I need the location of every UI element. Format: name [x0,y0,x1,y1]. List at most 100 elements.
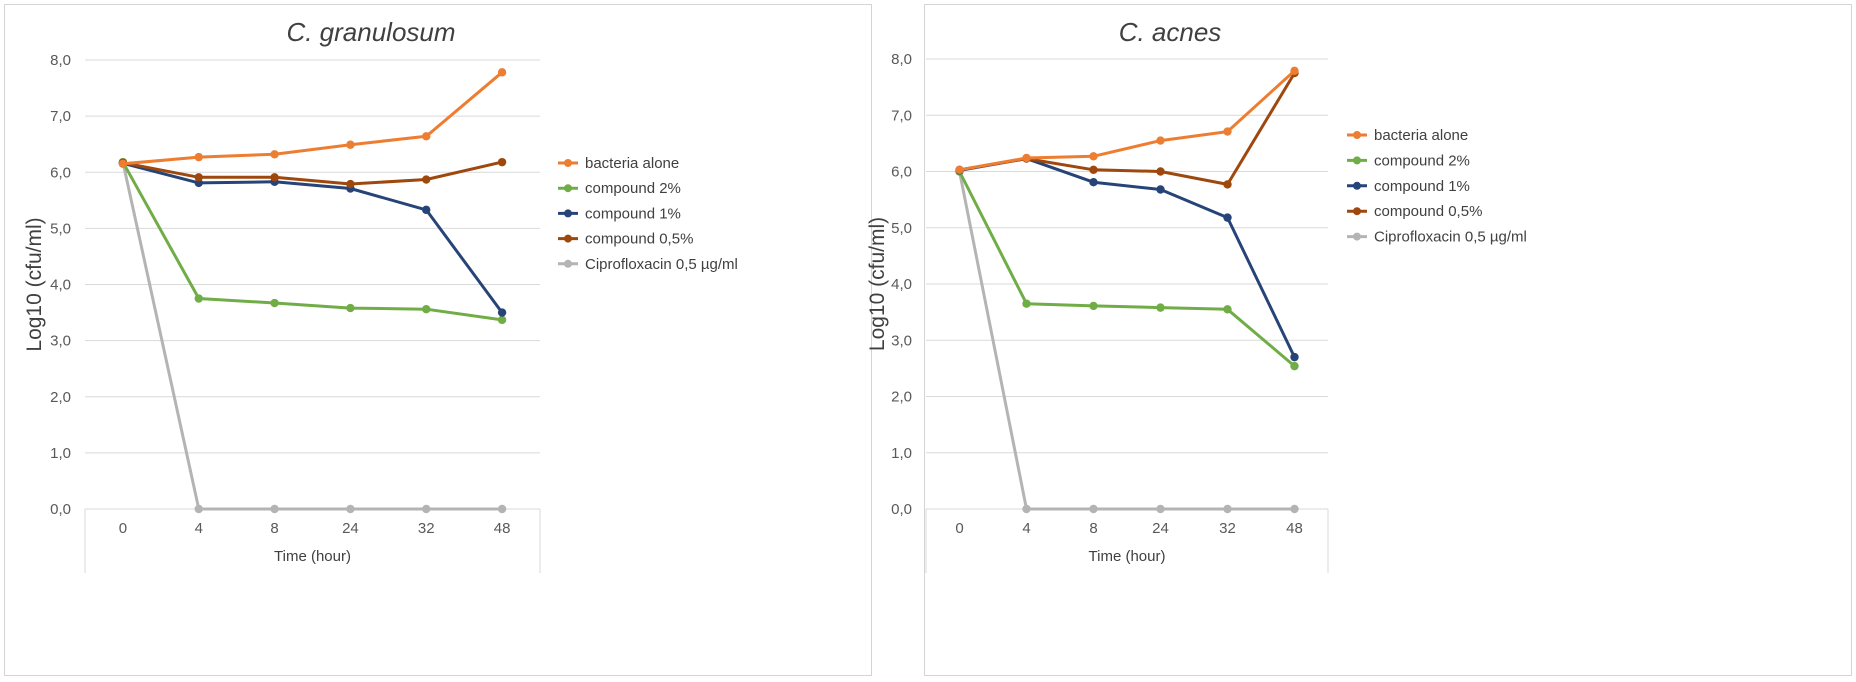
series-line [958,71,1296,186]
data-point [1156,167,1165,176]
chart-title: C. acnes [1119,17,1222,47]
series-line [121,70,504,166]
data-point [1089,177,1098,187]
y-tick-label: 8,0 [50,52,71,69]
data-point [1022,299,1031,308]
data-point [1290,66,1299,76]
y-tick-label: 5,0 [891,220,912,237]
legend-label: Ciprofloxacin 0,5 µg/ml [1374,229,1527,246]
data-point [422,132,431,141]
legend-marker [1353,181,1361,190]
legend-marker [1353,156,1361,165]
y-tick-label: 4,0 [891,276,912,293]
series-line [121,160,504,186]
chart-panel-granulosum: C. granulosum 0,0 1,0 2,0 3,0 4,0 5,0 6,0 7,0 8,0… [4,4,872,676]
series-line [121,161,504,315]
data-point [1022,504,1031,514]
data-point [1089,301,1098,311]
data-point [497,504,507,514]
y-tick-label: 0,0 [50,501,71,518]
x-tick-label: 0 [119,520,127,537]
legend-label: compound 2% [1374,152,1470,169]
data-point [270,150,279,159]
data-point [346,179,355,189]
y-tick-label: 3,0 [891,332,912,349]
y-axis-label: Log10 (cfu/ml) [23,217,46,351]
legend-label: Ciprofloxacin 0,5 µg/ml [585,256,738,273]
data-point [1223,127,1232,136]
x-tick-label: 32 [1219,520,1236,537]
data-point [1223,180,1232,189]
data-point [346,504,355,514]
data-point [1223,305,1232,314]
data-point [1156,303,1165,312]
data-point [1156,185,1165,194]
y-tick-label: 5,0 [50,220,71,237]
legend-label: compound 1% [1374,178,1470,195]
data-point [194,152,203,162]
y-tick-label: 2,0 [50,389,71,406]
data-point [1089,152,1098,161]
data-point [1223,504,1232,514]
series-line [958,170,1296,511]
x-axis-label: Time (hour) [274,548,351,565]
legend-label: compound 0,5% [1374,203,1482,220]
y-tick-label: 7,0 [891,107,912,124]
y-tick-label: 1,0 [50,445,71,462]
data-point [1223,213,1232,222]
data-point [118,159,128,169]
x-axis-label: Time (hour) [1089,548,1166,565]
series-line [121,160,504,511]
legend-marker [564,259,572,268]
data-point [270,504,279,514]
series-line [958,170,1296,368]
legend-marker [1353,207,1361,216]
legend-marker [564,184,572,193]
data-point [1290,361,1299,371]
data-point [346,303,355,313]
chart-granulosum: C. granulosum 0,0 1,0 2,0 3,0 4,0 5,0 6,0 7,0 8,0… [23,17,738,573]
data-point [1089,165,1098,175]
data-point [422,504,431,514]
y-tick-label: 6,0 [891,164,912,181]
x-tick-label: 0 [955,520,963,537]
x-tick-label: 48 [494,520,511,537]
legend-label: compound 1% [585,205,681,222]
x-tick-label: 48 [1286,520,1303,537]
data-point [194,173,203,182]
y-tick-label: 7,0 [50,108,71,125]
legend-marker [1353,232,1361,241]
data-point [270,173,279,182]
y-tick-label: 4,0 [50,277,71,294]
data-point [194,504,203,514]
y-tick-label: 2,0 [891,389,912,406]
series-line [958,69,1296,172]
data-point [1290,352,1299,362]
legend-marker [564,234,572,243]
series-line [121,160,504,322]
x-tick-label: 4 [1022,520,1030,537]
data-point [497,68,507,77]
legend-label: bacteria alone [1374,127,1468,144]
legend-marker [564,159,572,167]
legend-marker [1353,131,1361,139]
data-point [422,304,431,314]
x-tick-label: 32 [418,520,435,537]
data-point [1156,504,1165,514]
data-point [1156,136,1165,145]
data-point [194,294,203,303]
x-tick-label: 4 [195,520,203,537]
data-point [497,308,507,317]
data-point [1089,504,1098,514]
data-point [497,315,507,325]
legend-marker [564,209,572,218]
series-line [958,157,1296,359]
legend-label: bacteria alone [585,155,679,172]
legend-label: compound 2% [585,180,681,197]
data-point [497,157,507,167]
data-point [1022,153,1031,163]
x-tick-label: 8 [1089,520,1097,537]
data-point [1290,504,1299,514]
x-tick-label: 24 [342,520,359,537]
